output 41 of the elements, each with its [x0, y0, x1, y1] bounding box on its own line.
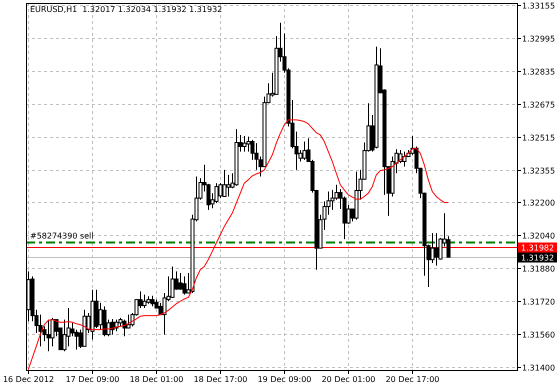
y-tick-label: 1.32515 — [522, 133, 556, 142]
x-tick-label: 18 Dec 17:00 — [194, 375, 248, 384]
y-tick-label: 1.31720 — [522, 297, 556, 306]
y-tick-label: 1.31400 — [522, 363, 556, 372]
candlestick — [226, 174, 230, 197]
ref-line-label: 1.31932 — [521, 254, 554, 262]
candlestick — [46, 319, 50, 352]
y-tick-label: 1.32200 — [522, 198, 556, 208]
candlestick — [142, 294, 146, 309]
y-tick-label: 1.31560 — [522, 330, 556, 340]
candlestick — [214, 182, 218, 204]
y-tick-label: 1.32355 — [522, 166, 556, 176]
candlestick — [218, 182, 222, 199]
candlestick — [242, 135, 246, 152]
candlestick — [246, 136, 250, 152]
x-tick-label: 16 Dec 2012 — [2, 375, 54, 384]
candlestick — [150, 295, 154, 307]
y-tick-label: 1.32995 — [522, 34, 556, 44]
candlestick — [402, 151, 406, 168]
x-tick-label: 20 Dec 17:00 — [386, 375, 440, 384]
candlestick — [170, 266, 174, 298]
candlestick — [302, 141, 306, 160]
y-tick-label: 1.32040 — [522, 231, 556, 240]
y-tick-label: 1.33155 — [522, 1, 556, 10]
ref-line-label: 1.31982 — [521, 244, 554, 252]
candlestick — [178, 272, 182, 290]
candlestick — [430, 232, 434, 264]
y-tick-label: 1.32835 — [522, 67, 556, 76]
candlestick — [182, 276, 186, 296]
candlestick — [222, 169, 226, 197]
chart-title: EURUSD,H1 1.32017 1.32034 1.31932 1.31932 — [30, 5, 222, 14]
ref-line-label: #58274390 sell — [30, 232, 94, 240]
x-tick-label: 17 Dec 09:00 — [66, 375, 120, 384]
candlestick — [126, 314, 130, 329]
x-tick-label: 19 Dec 09:00 — [258, 375, 312, 384]
x-tick-label: 18 Dec 01:00 — [130, 375, 184, 384]
candlestick — [434, 232, 438, 266]
candlestick — [110, 318, 114, 336]
y-tick-label: 1.31880 — [522, 264, 556, 274]
y-tick-label: 1.32675 — [522, 100, 556, 110]
x-tick-label: 20 Dec 01:00 — [322, 375, 376, 384]
